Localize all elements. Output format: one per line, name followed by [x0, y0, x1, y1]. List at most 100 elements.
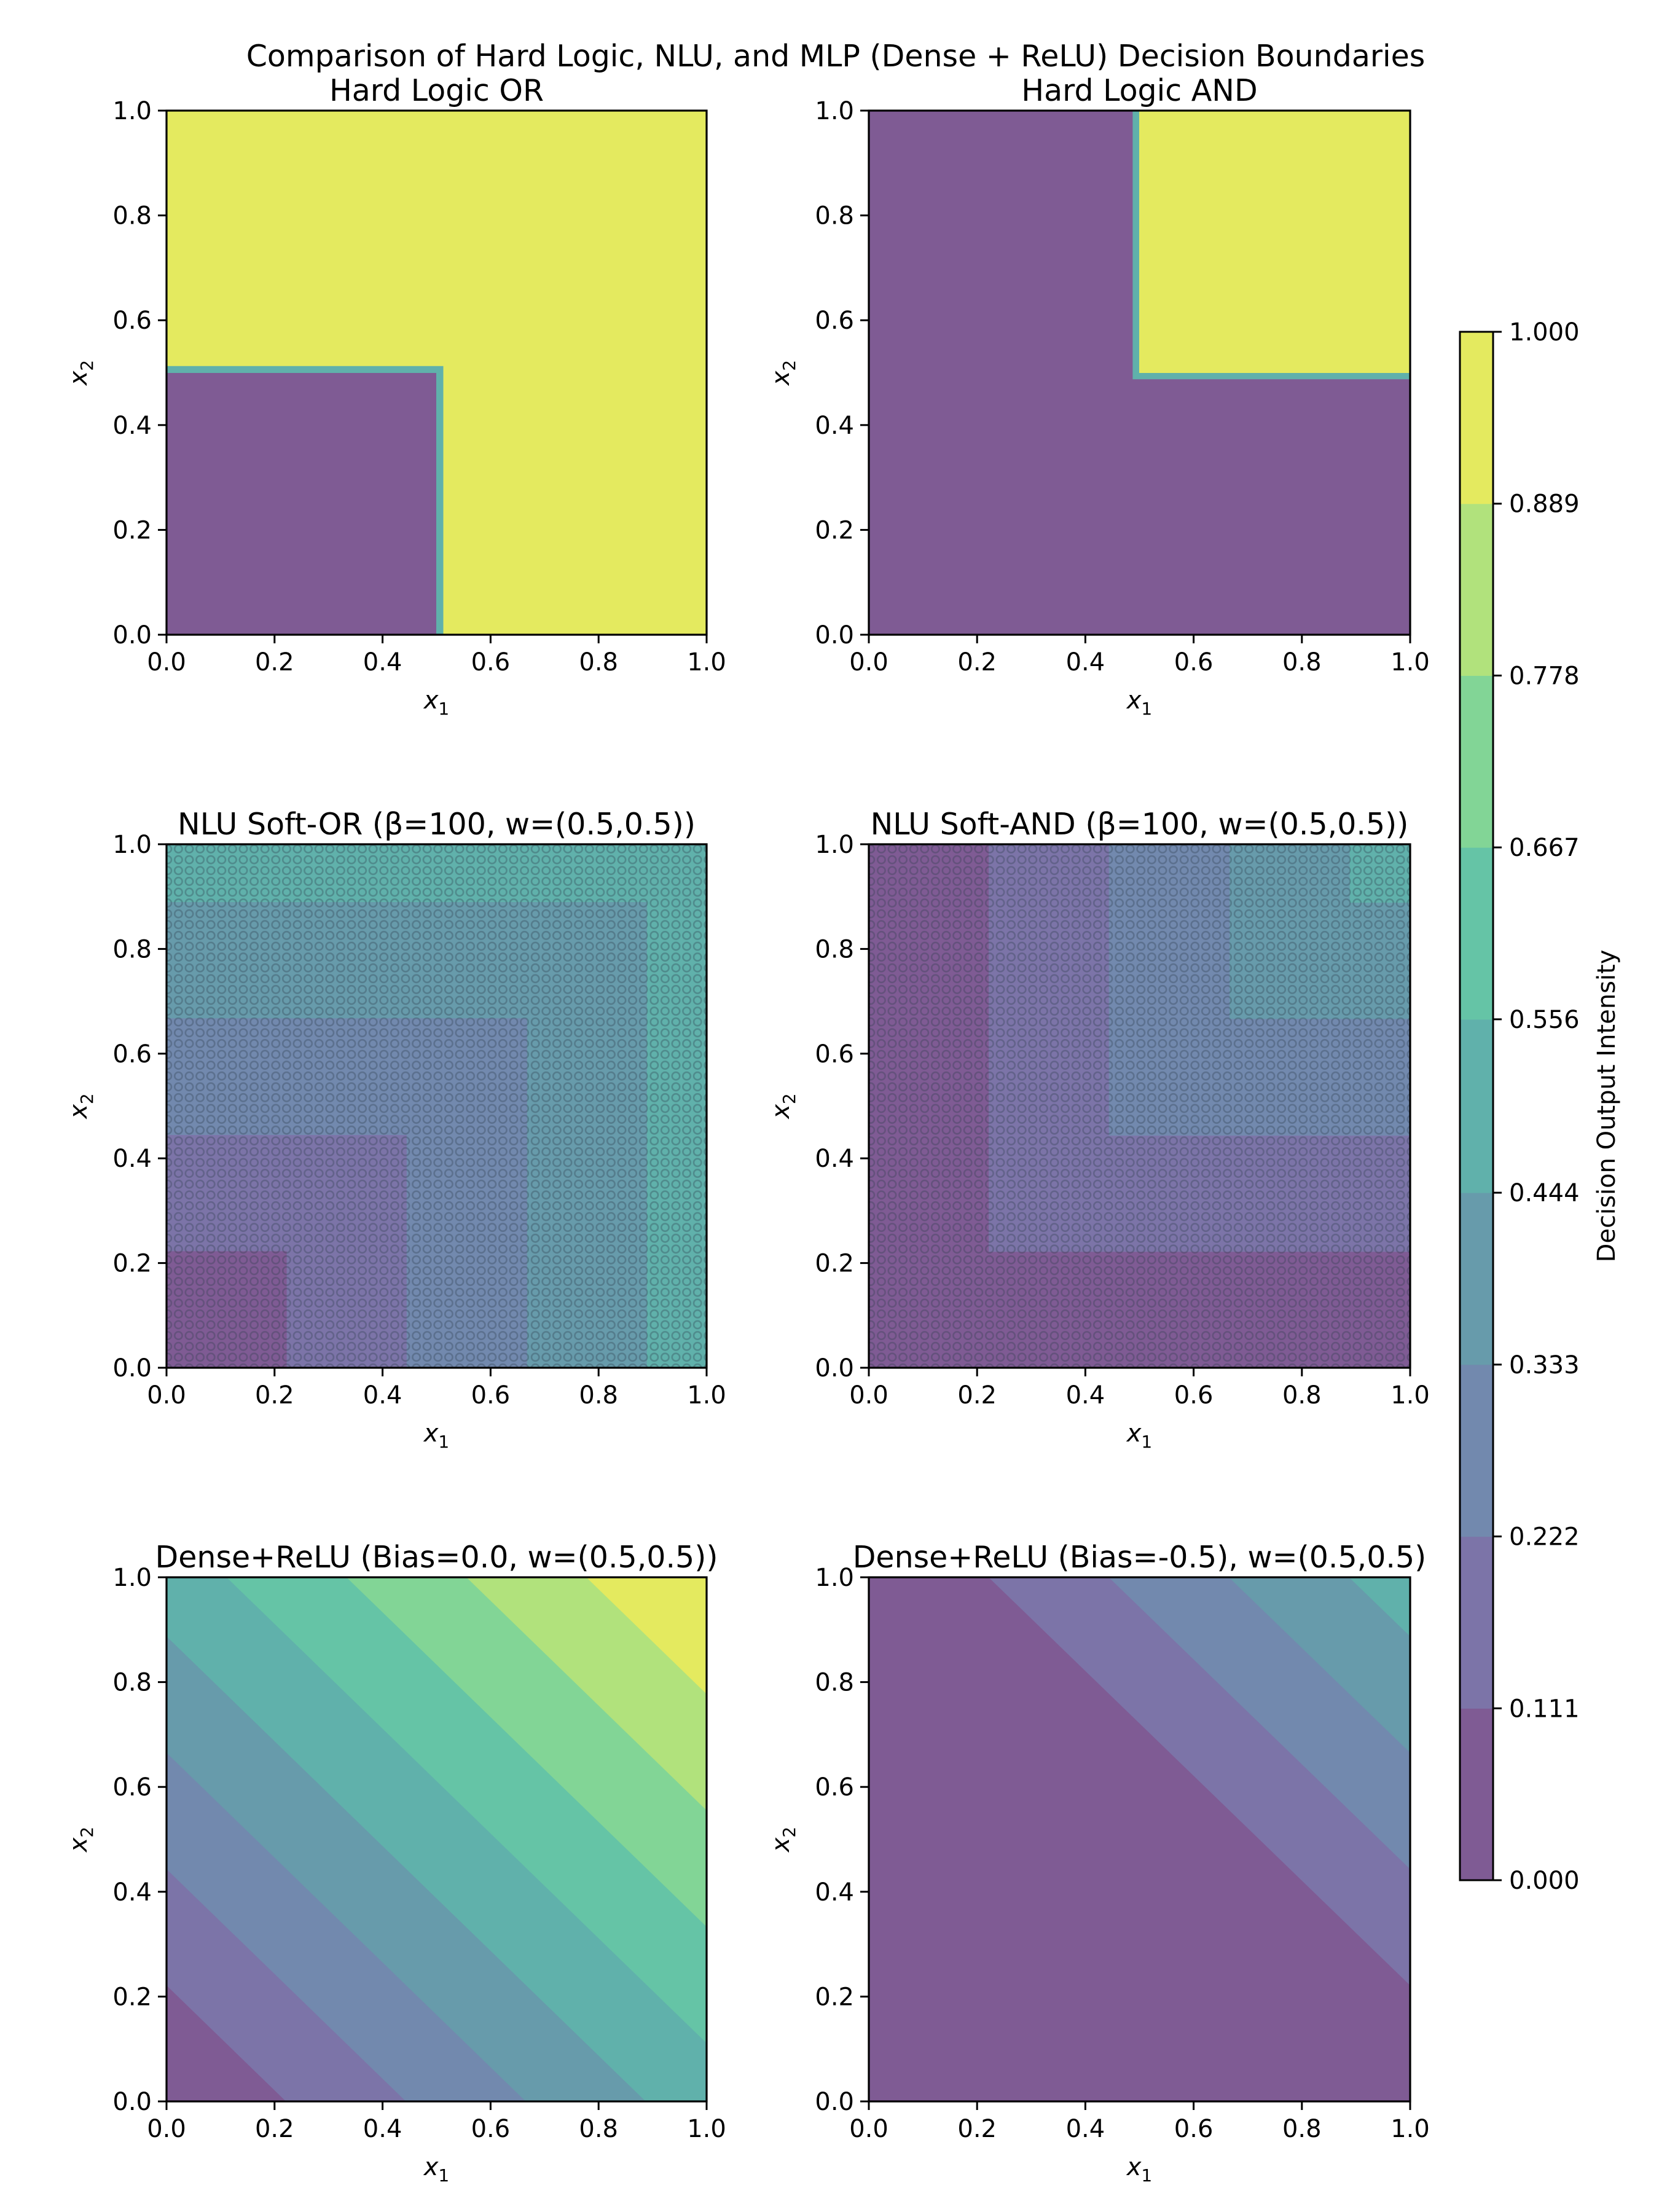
x-tick-label: 1.0: [1390, 2115, 1430, 2143]
colorbar-segment: [1460, 1536, 1493, 1709]
y-tick-label: 0.2: [112, 516, 152, 544]
plot-area: [167, 111, 707, 635]
panel-nlu-soft-or: 0.0 0.2 0.4 0.6 0.8 1.0 0.0 0.2 0.4 0.6 0.8 1.0 NLU …: [65, 807, 726, 1452]
y-tick-label: 0.6: [815, 1773, 854, 1802]
x-tick-label: 0.8: [579, 648, 618, 677]
x-axis-label: x1: [423, 686, 450, 719]
region-value-0: [167, 372, 437, 635]
y-axis-label: x2: [65, 1093, 97, 1120]
y-tick-label: 0.0: [112, 621, 152, 649]
y-tick-label: 0.4: [815, 412, 854, 440]
x-tick-label: 0.2: [957, 1381, 997, 1410]
colorbar-segment: [1460, 1019, 1493, 1193]
colorbar-segment: [1460, 675, 1493, 848]
band-level-4: [1349, 1577, 1410, 1637]
panel-hard-or: 0.0 0.2 0.4 0.6 0.8 1.0 0.0 0.2 0.4 0.6 0.8 1.0 Hard…: [65, 73, 726, 719]
y-tick-label: 0.2: [815, 516, 854, 544]
colorbar-frame: [1459, 331, 1494, 1881]
y-tick-label: 1.0: [815, 97, 854, 125]
grid-markers: [167, 844, 707, 1368]
y-tick-label: 0.8: [815, 935, 854, 963]
x-tick-label: 1.0: [687, 2115, 726, 2143]
y-axis-label: x2: [65, 360, 97, 387]
y-tick-label: 0.6: [815, 307, 854, 335]
y-tick-label: 1.0: [112, 831, 152, 859]
colorbar-segment: [1460, 1364, 1493, 1537]
y-axis-label: x2: [767, 1827, 799, 1854]
band-level-8: [586, 1577, 707, 1695]
panel-title: Hard Logic OR: [329, 73, 544, 108]
x-tick-label: 1.0: [1390, 648, 1430, 677]
colorbar-label: Decision Output Intensity: [1593, 950, 1621, 1263]
colorbar-tick-label: 0.333: [1509, 1351, 1580, 1379]
x-tick-label: 0.8: [579, 1381, 618, 1410]
x-tick-label: 0.4: [1066, 1381, 1105, 1410]
region-value-1: [1139, 111, 1410, 373]
x-axis-label: x1: [1126, 2153, 1153, 2186]
x-tick-label: 0.4: [1066, 648, 1105, 677]
x-tick-label: 0.0: [849, 1381, 888, 1410]
x-tick-label: 0.4: [363, 2115, 402, 2143]
x-tick-label: 0.4: [363, 1381, 402, 1410]
colorbar-segment: [1460, 1193, 1493, 1365]
panel-title: NLU Soft-OR (β=100, w=(0.5,0.5)): [178, 807, 696, 842]
y-tick-label: 0.0: [815, 621, 854, 649]
colorbar-tick-label: 0.889: [1509, 490, 1580, 519]
y-tick-label: 0.8: [112, 202, 152, 230]
x-tick-label: 0.2: [255, 2115, 294, 2143]
axes-frame: [165, 1576, 708, 2103]
colorbar-segment: [1460, 1708, 1493, 1881]
panels: 0.0 0.2 0.4 0.6 0.8 1.0 0.0 0.2 0.4 0.6 0.8 1.0 Hard…: [65, 73, 1430, 2186]
x-tick-label: 1.0: [1390, 1381, 1430, 1410]
y-tick-label: 0.0: [112, 2088, 152, 2116]
x-tick-label: 0.6: [1174, 1381, 1214, 1410]
panel-title: NLU Soft-AND (β=100, w=(0.5,0.5)): [871, 807, 1409, 842]
y-tick-label: 0.0: [815, 1354, 854, 1382]
plot-area: [869, 844, 1410, 1368]
y-tick-label: 0.8: [112, 935, 152, 963]
colorbar-tick-label: 1.000: [1509, 318, 1580, 347]
colorbar: 0.000 0.111 0.222 0.333 0.444 0.556 0.667 0.778…: [1459, 318, 1621, 1895]
y-axis-label: x2: [65, 1827, 97, 1854]
grid-markers: [869, 844, 1410, 1368]
x-tick-label: 0.2: [957, 648, 997, 677]
y-axis-label: x2: [767, 360, 799, 387]
x-axis-label: x1: [1126, 686, 1153, 719]
x-tick-label: 0.4: [363, 648, 402, 677]
panel-dense-relu-bias0: 0.0 0.2 0.4 0.6 0.8 1.00.00.20.40.60.81.0Dens…: [65, 1540, 726, 2186]
x-tick-label: 0.6: [471, 2115, 511, 2143]
y-tick-label: 0.4: [815, 1878, 854, 1907]
panel-title: Hard Logic AND: [1021, 73, 1257, 108]
x-tick-label: 0.2: [255, 648, 294, 677]
y-tick-label: 0.4: [112, 1878, 152, 1907]
x-tick-label: 1.0: [687, 648, 726, 677]
x-tick-label: 1.0: [687, 1381, 726, 1410]
panel-nlu-soft-and: 0.0 0.2 0.4 0.6 0.8 1.0 0.0 0.2 0.4 0.6 0.8 1.0 NLU …: [767, 807, 1430, 1452]
panel-dense-relu-bias-neg: 0.0 0.2 0.4 0.6 0.8 1.00.00.20.40.60.81.0Dens…: [767, 1540, 1430, 2186]
x-tick-label: 0.8: [1282, 1381, 1322, 1410]
x-tick-label: 0.6: [1174, 2115, 1214, 2143]
y-tick-label: 0.8: [815, 202, 854, 230]
plot-area: [869, 1577, 1410, 2101]
panel-title: Dense+ReLU (Bias=0.0, w=(0.5,0.5)): [155, 1540, 718, 1575]
x-tick-label: 0.0: [147, 1381, 186, 1410]
colorbar-tick-label: 0.778: [1509, 662, 1580, 690]
plot-area: [869, 111, 1410, 635]
y-tick-label: 1.0: [112, 97, 152, 125]
axes-frame: [165, 109, 708, 636]
axes-frame: [165, 843, 708, 1369]
x-axis-label: x1: [423, 2153, 450, 2186]
colorbar-segment: [1460, 847, 1493, 1020]
band-level-3: [1228, 1577, 1410, 1753]
y-tick-label: 0.4: [112, 1145, 152, 1173]
y-tick-label: 0.2: [112, 1983, 152, 2011]
colorbar-segment: [1460, 332, 1493, 504]
x-tick-label: 0.6: [471, 648, 511, 677]
x-tick-label: 0.0: [849, 648, 888, 677]
y-tick-label: 0.8: [112, 1669, 152, 1697]
y-tick-label: 0.0: [815, 2088, 854, 2116]
y-tick-label: 0.2: [815, 1250, 854, 1278]
y-tick-label: 0.6: [112, 1773, 152, 1802]
x-axis-label: x1: [1126, 1419, 1153, 1452]
